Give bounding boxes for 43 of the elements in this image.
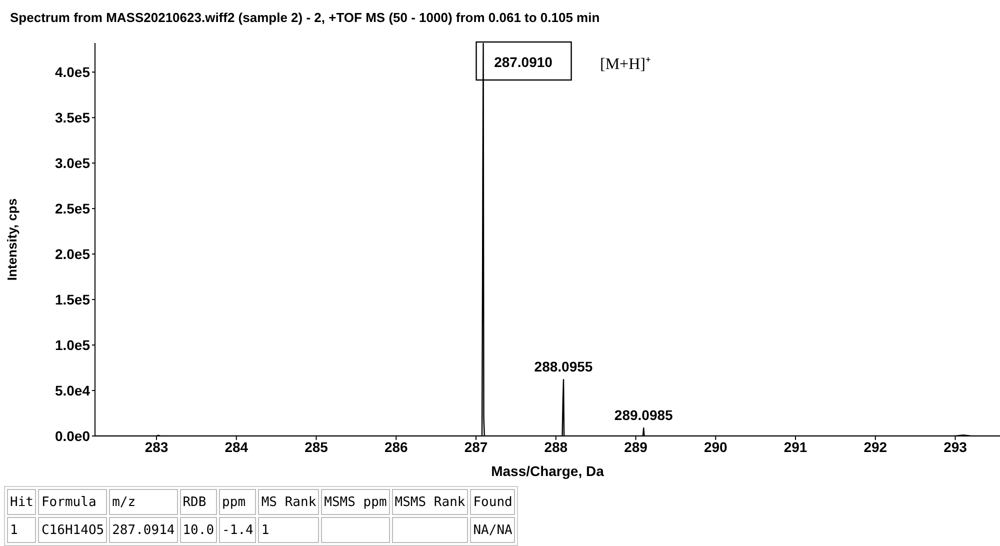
x-tick-label: 288: [544, 438, 568, 455]
text: 1: [258, 517, 320, 543]
x-tick-label: 284: [224, 438, 248, 455]
text: -1.4: [219, 517, 256, 543]
y-tick-label: 4.0e5: [54, 64, 90, 80]
x-tick-label: 291: [784, 438, 808, 455]
y-axis-title: Intensity, cps: [4, 198, 20, 281]
x-axis-title: Mass/Charge, Da: [491, 463, 604, 479]
y-tick-label: 2.5e5: [54, 200, 90, 217]
text: 1: [7, 517, 36, 543]
y-tick-label: 1.0e5: [54, 337, 90, 353]
y-tick-label: 5.0e4: [54, 382, 90, 398]
text: ppm: [219, 489, 256, 515]
y-tick-label: 0.0e0: [54, 428, 90, 444]
text: 10.0: [180, 517, 218, 543]
text: C16H14O5: [38, 517, 108, 543]
text: 287.0914: [109, 517, 178, 543]
x-tick-label: 286: [384, 438, 408, 455]
text: Hit: [7, 489, 36, 515]
y-tick-label: 1.5e5: [54, 292, 90, 308]
x-tick-label: 289: [624, 438, 648, 455]
x-tick-label: 292: [864, 438, 888, 455]
y-tick-label: 2.0e5: [54, 246, 90, 262]
y-tick-label: 3.0e5: [54, 155, 90, 172]
text: Found: [470, 489, 516, 515]
text: MS Rank: [258, 489, 320, 515]
text: m/z: [109, 489, 178, 515]
x-tick-label: 285: [304, 438, 328, 455]
annotation: 288.0955: [534, 358, 593, 375]
annotation: [M+H]⁺: [600, 55, 650, 74]
text: RDB: [180, 489, 218, 515]
text: MSMS ppm: [321, 489, 390, 515]
x-tick-label: 293: [944, 438, 968, 455]
y-tick-label: 3.5e5: [54, 110, 90, 126]
chart-title: Spectrum from MASS20210623.wiff2 (sample 2) - 2, +TOF MS (50 - 1000) from 0.061 to 0.105 min: [10, 10, 600, 25]
text: NA/NA: [470, 517, 516, 543]
annotation: 289.0985: [614, 406, 674, 423]
text: Formula: [38, 489, 108, 515]
x-tick-label: 283: [144, 438, 168, 455]
x-tick-label: 290: [704, 438, 728, 455]
annotation: 287.0910: [494, 54, 553, 70]
x-tick-label: 287: [464, 438, 488, 455]
text: MSMS Rank: [392, 489, 468, 515]
